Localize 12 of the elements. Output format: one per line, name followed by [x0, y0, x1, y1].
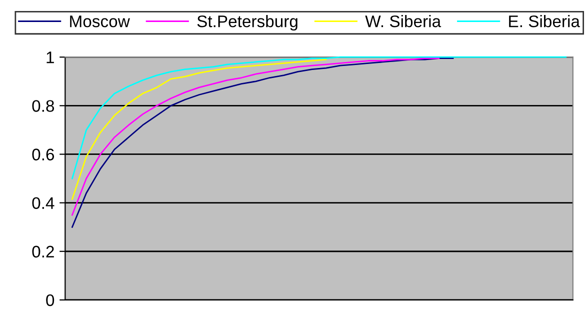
legend-label: E. Siberia	[509, 15, 580, 28]
y-tick-label: 1	[46, 52, 54, 64]
legend-label: W. Siberia	[365, 15, 442, 28]
y-tick-label: 0.2	[32, 246, 54, 258]
y-tick-label: 0.6	[32, 148, 54, 160]
y-tick-label: 0.8	[32, 100, 54, 112]
y-tick-label: 0.4	[32, 197, 54, 210]
line-series	[72, 56, 567, 180]
legend-label: Moscow	[70, 16, 130, 28]
y-tick-label: 0	[46, 294, 54, 306]
legend-label: St.Petersburg	[197, 15, 298, 31]
line-series	[72, 58, 327, 200]
